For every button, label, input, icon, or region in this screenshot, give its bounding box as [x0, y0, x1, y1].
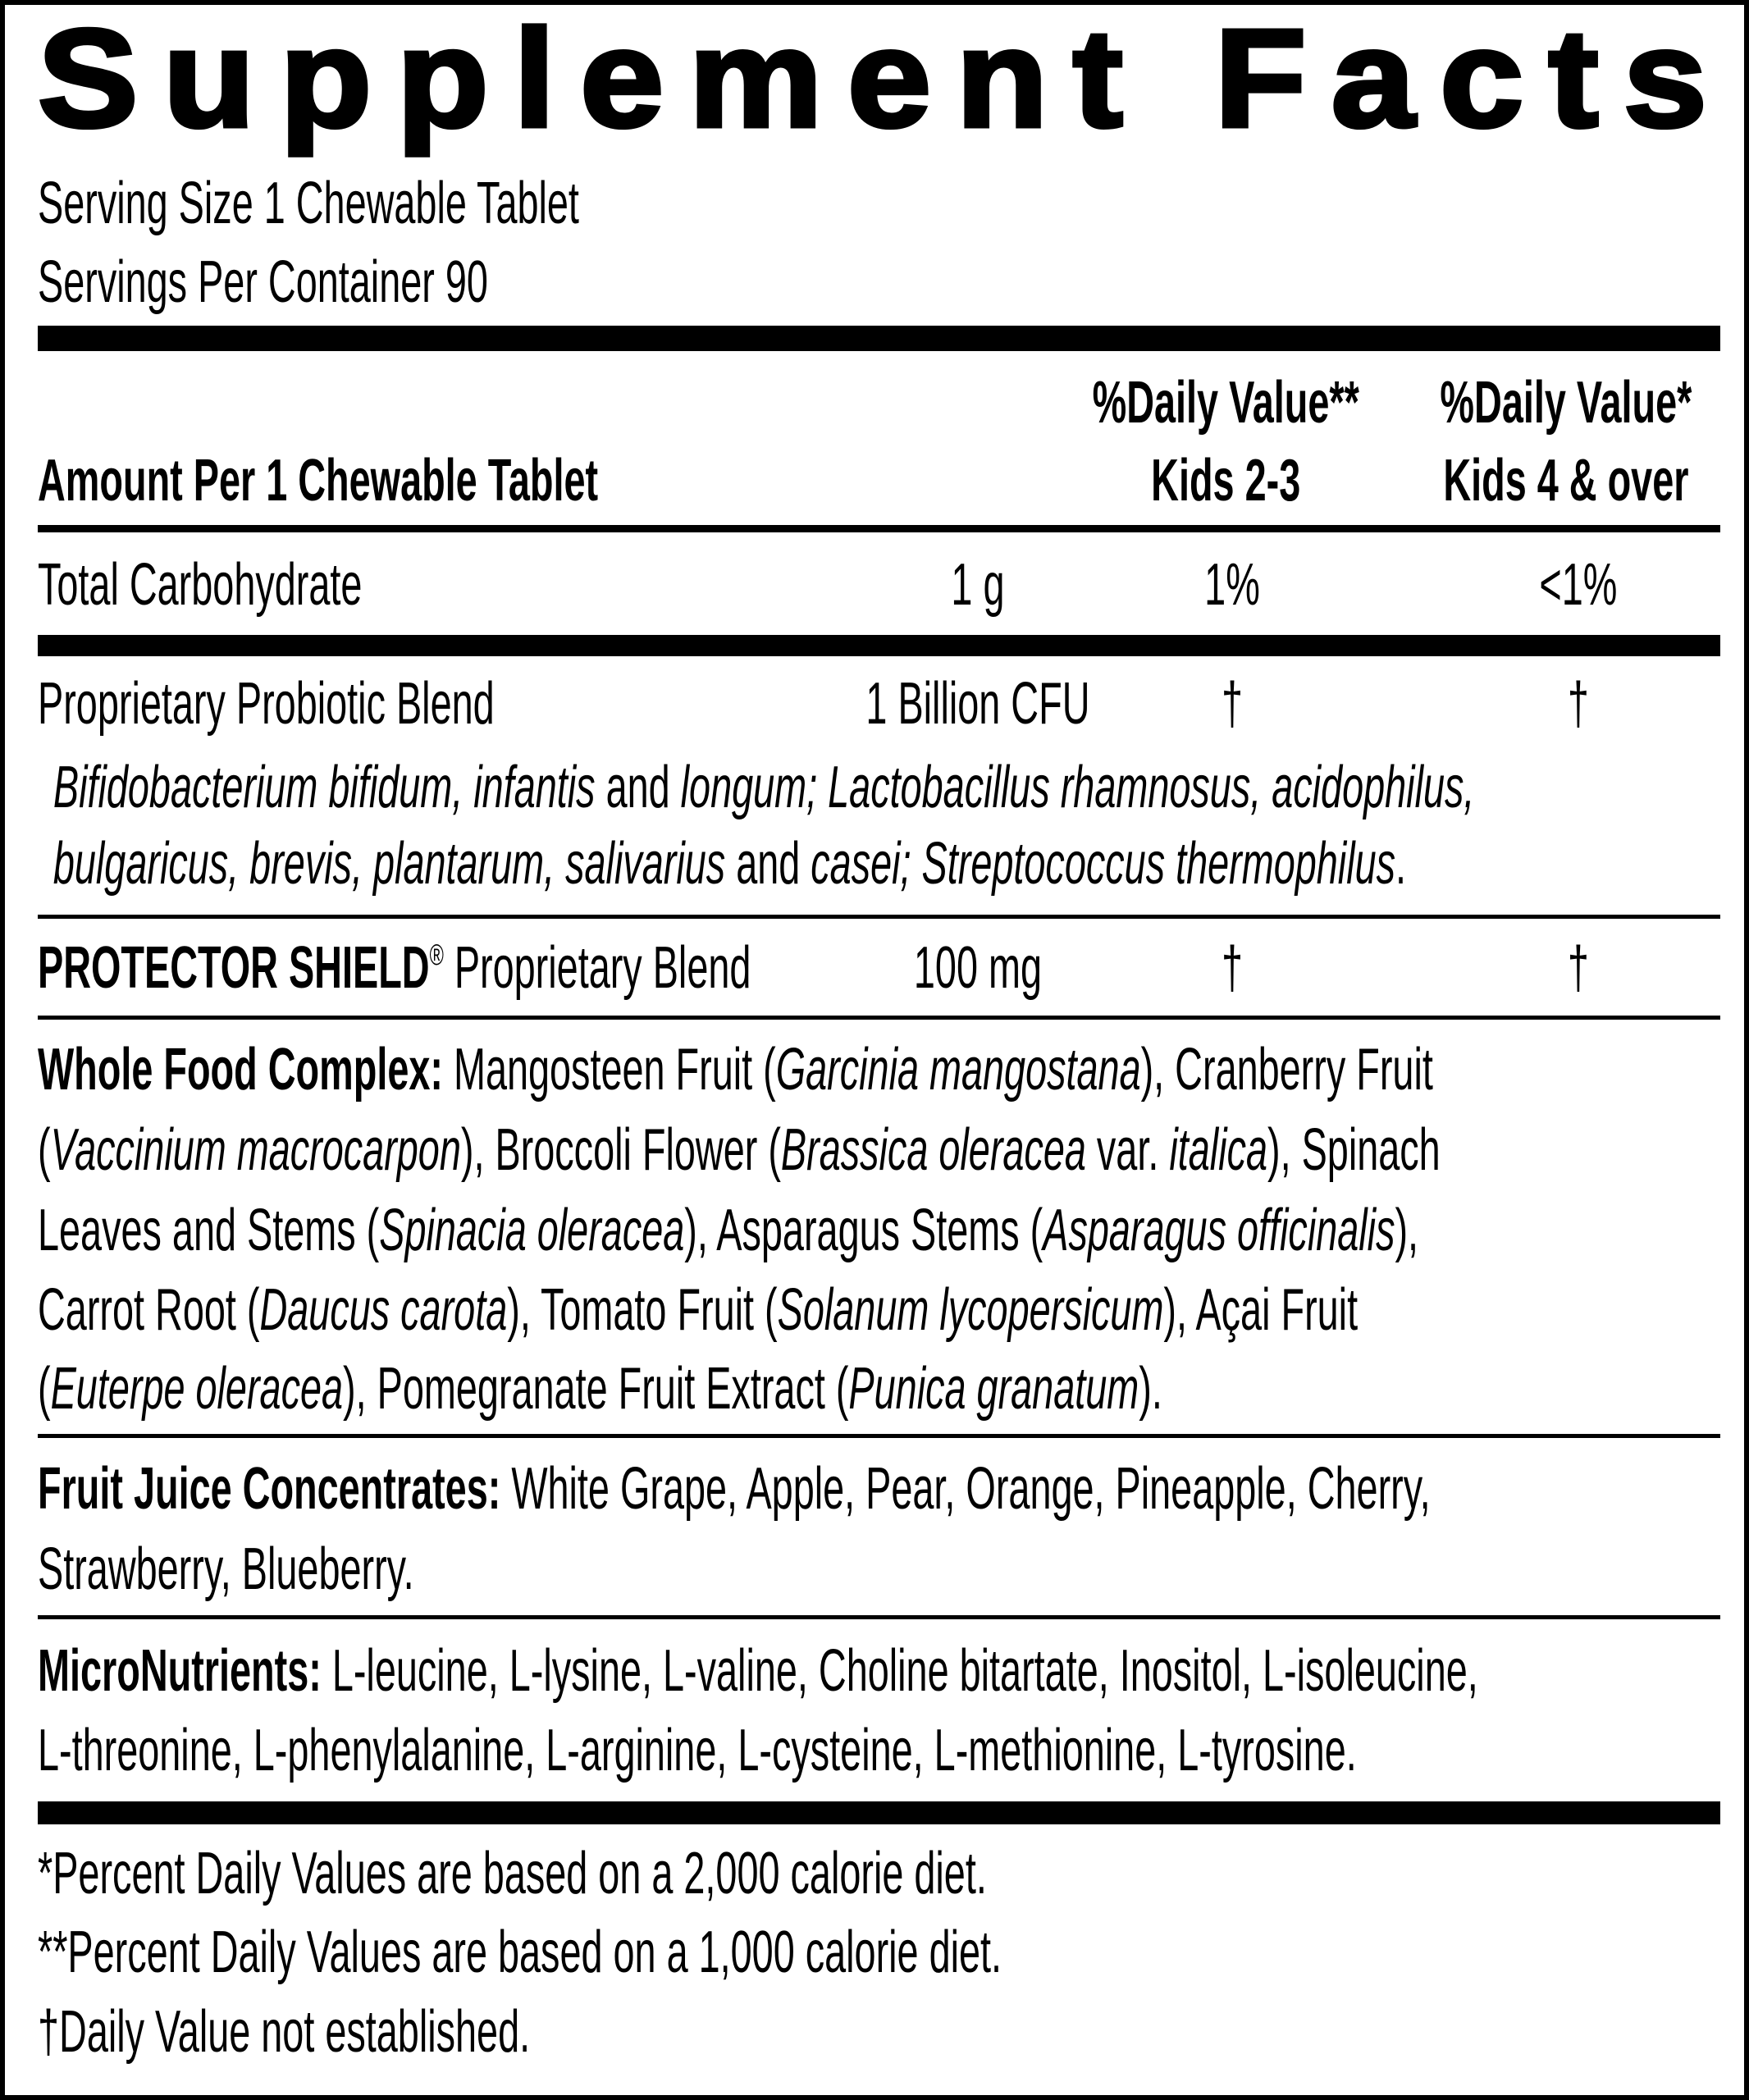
ingredient-text: and: [725, 831, 811, 897]
section-heading: Fruit Juice Concentrates:: [38, 1456, 501, 1522]
botanical-name: Solanum lycopersicum: [777, 1277, 1164, 1343]
nutrient-dv-kids-2-3: 1%: [1204, 552, 1260, 618]
footnote-2000-calorie: *Percent Daily Values are based on a 2,0…: [38, 1841, 987, 1906]
nutrient-name: Total Carbohydrate: [38, 552, 363, 618]
paragraph-line: (Euterpe oleracea), Pomegranate Fruit Ex…: [38, 1359, 1162, 1418]
footnote-1000-calorie: **Percent Daily Values are based on a 1,…: [38, 1920, 1002, 1985]
dv-kids-2-3-subheader: Kids 2-3: [1151, 448, 1301, 514]
nutrient-dv-kids-4-over: <1%: [1539, 552, 1618, 618]
paragraph-line: Bifidobacterium bifidum, infantis and lo…: [53, 758, 1475, 817]
botanical-name: bulgaricus, brevis, plantarum, salivariu…: [53, 831, 726, 897]
botanical-name: Punica granatum: [848, 1356, 1139, 1422]
ingredient-text: var.: [1085, 1117, 1170, 1183]
thin-divider: [38, 1434, 1720, 1438]
botanical-name: Asparagus officinalis: [1043, 1198, 1395, 1263]
botanical-name: longum; Lactobacillus rhamnosus, acidoph…: [680, 755, 1475, 820]
paragraph-line: Fruit Juice Concentrates: White Grape, A…: [38, 1459, 1431, 1518]
ingredient-text: Leaves and Stems (: [38, 1198, 380, 1263]
botanical-name: Bifidobacterium bifidum, infantis: [53, 755, 596, 820]
paragraph-line: MicroNutrients: L-leucine, L-lysine, L-v…: [38, 1641, 1478, 1701]
section-heading: MicroNutrients:: [38, 1638, 322, 1704]
footnote-dagger: †Daily Value not established.: [38, 1999, 531, 2065]
ingredient-text: ), Spinach: [1267, 1117, 1441, 1183]
ingredient-text: ), Açai Fruit: [1163, 1277, 1359, 1343]
paragraph-line: Whole Food Complex: Mangosteen Fruit (Ga…: [38, 1040, 1433, 1099]
nutrient-amount: 1 g: [951, 552, 1005, 618]
botanical-name: casei; Streptococcus thermophilus: [811, 831, 1396, 897]
nutrient-name: PROTECTOR SHIELD® Proprietary Blend: [38, 938, 751, 998]
botanical-name: Vaccinium macrocarpon: [50, 1117, 461, 1183]
medium-divider: [38, 525, 1720, 532]
paragraph-line: (Vaccinium macrocarpon), Broccoli Flower…: [38, 1121, 1441, 1180]
nutrient-dv-kids-4-over: †: [1567, 935, 1589, 1001]
nutrient-dv-kids-2-3: †: [1221, 935, 1244, 1001]
ingredient-text: (: [38, 1356, 51, 1422]
serving-size: Serving Size 1 Chewable Tablet: [38, 171, 579, 236]
ingredient-text: ), Broccoli Flower (: [460, 1117, 781, 1183]
thin-divider: [38, 915, 1720, 919]
botanical-name: Euterpe oleracea: [50, 1356, 344, 1422]
ingredient-text: L-leucine, L-lysine, L-valine, Choline b…: [321, 1638, 1478, 1704]
ingredient-text: ), Tomato Fruit (: [507, 1277, 778, 1343]
section-heading: Whole Food Complex:: [38, 1037, 443, 1102]
amount-per-header: Amount Per 1 Chewable Tablet: [38, 448, 599, 514]
servings-per-container: Servings Per Container 90: [38, 249, 488, 315]
thick-divider: [38, 326, 1720, 351]
ingredient-text: Carrot Root (: [38, 1277, 260, 1343]
ingredient-text: Strawberry, Blueberry.: [38, 1536, 414, 1602]
nutrient-dv-kids-2-3: †: [1221, 671, 1244, 737]
thick-divider: [38, 1801, 1720, 1824]
ingredient-text: .: [1395, 831, 1407, 897]
botanical-name: italica: [1169, 1117, 1267, 1183]
paragraph-line: Leaves and Stems (Spinacia oleracea), As…: [38, 1201, 1418, 1260]
ingredient-text: ),: [1395, 1198, 1419, 1263]
thin-divider: [38, 1016, 1720, 1020]
thin-divider: [38, 1615, 1720, 1619]
ingredient-text: and: [595, 755, 681, 820]
botanical-name: Spinacia oleracea: [379, 1198, 685, 1263]
paragraph-line: bulgaricus, brevis, plantarum, salivariu…: [53, 834, 1406, 893]
thick-divider: [38, 635, 1720, 656]
registered-mark: ®: [429, 938, 444, 971]
ingredient-text: ), Pomegranate Fruit Extract (: [343, 1356, 849, 1422]
paragraph-line: L-threonine, L-phenylalanine, L-arginine…: [38, 1721, 1357, 1780]
nutrient-dv-kids-4-over: †: [1567, 671, 1589, 737]
paragraph-line: Strawberry, Blueberry.: [38, 1540, 414, 1599]
ingredient-text: L-threonine, L-phenylalanine, L-arginine…: [38, 1718, 1357, 1783]
label-title: Supplement Facts: [35, 1, 1733, 157]
ingredient-text: Mangosteen Fruit (: [442, 1037, 776, 1102]
botanical-name: Daucus carota: [259, 1277, 508, 1343]
dv-kids-4-over-subheader: Kids 4 & over: [1443, 448, 1689, 514]
dv-kids-4-over-header: %Daily Value*: [1440, 370, 1692, 436]
label-content: Serving Size 1 Chewable Tablet Servings …: [38, 0, 1720, 2100]
nutrient-amount: 1 Billion CFU: [865, 671, 1090, 737]
brand-name: PROTECTOR SHIELD: [38, 935, 430, 1001]
ingredient-text: ), Cranberry Fruit: [1140, 1037, 1433, 1102]
ingredient-text: ).: [1139, 1356, 1162, 1422]
dv-kids-2-3-header: %Daily Value**: [1092, 370, 1359, 436]
blend-label: Proprietary Blend: [443, 935, 751, 1001]
nutrient-amount: 100 mg: [913, 935, 1043, 1001]
botanical-name: Brassica oleracea: [780, 1117, 1086, 1183]
paragraph-line: Carrot Root (Daucus carota), Tomato Frui…: [38, 1281, 1358, 1340]
ingredient-text: (: [38, 1117, 51, 1183]
nutrient-name: Proprietary Probiotic Blend: [38, 671, 495, 737]
ingredient-text: White Grape, Apple, Pear, Orange, Pineap…: [500, 1456, 1431, 1522]
ingredient-text: ), Asparagus Stems (: [684, 1198, 1043, 1263]
botanical-name: Garcinia mangostana: [775, 1037, 1141, 1102]
